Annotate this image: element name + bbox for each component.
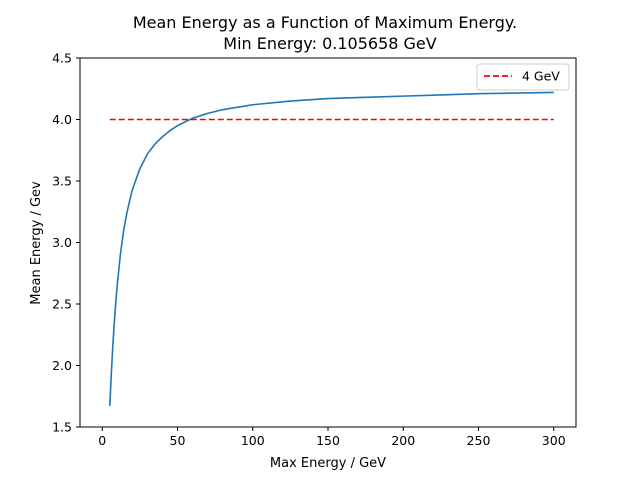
x-tick-label: 100 xyxy=(241,433,265,448)
x-axis-label: Max Energy / GeV xyxy=(270,456,386,471)
y-tick-label: 1.5 xyxy=(52,420,72,435)
y-tick-label: 2.0 xyxy=(52,358,72,373)
y-tick-label: 4.0 xyxy=(52,112,72,127)
legend-box xyxy=(476,63,570,91)
x-tick-label: 250 xyxy=(467,433,491,448)
y-tick-label: 4.5 xyxy=(52,51,72,66)
x-tick-label: 300 xyxy=(542,433,566,448)
series-mean-energy-line xyxy=(109,91,554,407)
x-tick-label: 50 xyxy=(170,433,186,448)
chart-title: Mean Energy as a Function of Maximum Ene… xyxy=(133,13,517,32)
x-tick-label: 150 xyxy=(316,433,340,448)
legend-label-4-gev: 4 GeV xyxy=(522,69,560,84)
y-axis: 1.5 2.0 2.5 3.0 3.5 4.0 4.5 xyxy=(52,51,80,435)
y-tick-label: 3.5 xyxy=(52,174,72,189)
plot-area xyxy=(79,57,577,428)
legend: 4 GeV xyxy=(476,63,570,91)
plot-frame xyxy=(79,57,577,428)
x-axis: 0 50 100 150 200 250 300 xyxy=(98,427,566,448)
x-tick-label: 200 xyxy=(391,433,415,448)
y-tick-label: 2.5 xyxy=(52,297,72,312)
x-tick-label: 0 xyxy=(98,433,106,448)
y-tick-label: 3.0 xyxy=(52,235,72,250)
y-axis-label: Mean Energy / Gev xyxy=(29,181,44,305)
chart-subtitle: Min Energy: 0.105658 GeV xyxy=(223,34,436,53)
